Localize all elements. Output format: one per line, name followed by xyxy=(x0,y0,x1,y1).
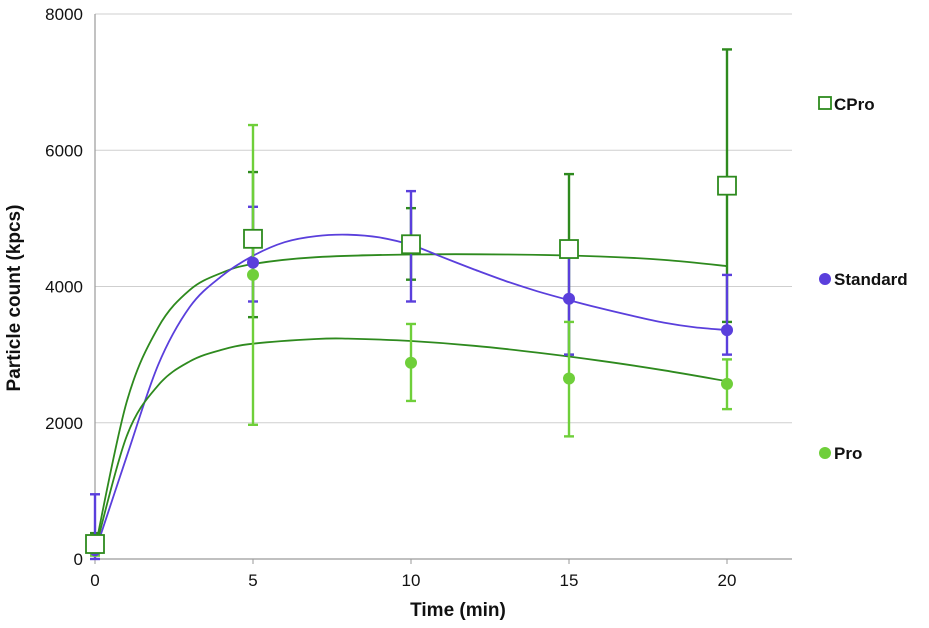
marker-pro xyxy=(247,268,259,281)
y-axis-title: Particle count (kpcs) xyxy=(4,205,25,392)
x-axis-title: Time (min) xyxy=(410,600,506,621)
axes xyxy=(94,14,792,564)
marker-cpro xyxy=(717,175,737,196)
grid xyxy=(95,13,792,424)
legend-label-pro: Pro xyxy=(834,444,862,463)
tick-labels: 0 2000 4000 6000 8000 0 5 10 15 20 xyxy=(45,5,736,590)
x-tick-label: 5 xyxy=(248,571,257,590)
y-tick-label: 4000 xyxy=(45,278,83,297)
error-bars xyxy=(90,48,732,561)
marker-standard xyxy=(247,256,259,269)
y-tick-label: 2000 xyxy=(45,414,83,433)
x-tick-label: 15 xyxy=(560,571,579,590)
fit-curve-cpro xyxy=(94,253,728,549)
marker-pro xyxy=(405,356,417,369)
y-tick-label: 8000 xyxy=(45,5,83,24)
marker-cpro xyxy=(559,239,579,259)
legend-marker-cpro xyxy=(818,96,832,110)
legend: CPro Standard Pro xyxy=(818,95,908,463)
marker-pro xyxy=(721,377,733,390)
legend-marker-pro xyxy=(819,447,831,459)
x-tick-label: 0 xyxy=(90,571,99,590)
marker-cpro xyxy=(401,234,421,255)
x-tick-label: 20 xyxy=(718,571,737,590)
legend-marker-standard xyxy=(819,273,831,285)
marker-cpro xyxy=(243,228,263,249)
legend-label-cpro: CPro xyxy=(834,95,875,114)
legend-label-standard: Standard xyxy=(834,270,908,289)
y-tick-label: 6000 xyxy=(45,141,83,160)
marker-standard xyxy=(721,324,733,337)
data-markers xyxy=(85,175,737,557)
y-tick-label: 0 xyxy=(74,550,83,569)
x-tick-label: 10 xyxy=(402,571,421,590)
marker-standard xyxy=(563,292,575,305)
fit-curve-pro xyxy=(94,337,728,552)
marker-cpro xyxy=(85,534,105,554)
marker-pro xyxy=(563,372,575,385)
